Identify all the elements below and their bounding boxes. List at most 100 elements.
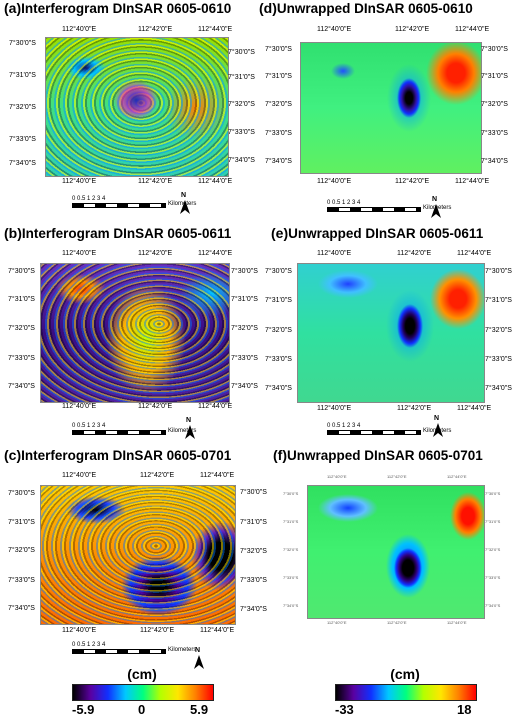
left-tick: 7°33'0"S [283,575,299,580]
scale-bar-graphic [327,430,421,435]
bottom-tick: 112°40'0"E [62,627,97,634]
right-tick: 7°30'0"S [481,46,508,53]
right-tick: 7°34'0"S [481,158,508,165]
scale-numbers: 0 0.5 1 2 3 4 [327,200,361,206]
left-tick: 7°32'0"S [283,547,299,552]
left-tick: 7°33'0"S [8,355,35,362]
left-tick: 7°34'0"S [265,158,292,165]
right-tick: 7°31'0"S [485,297,512,304]
panel-title-text: Unwrapped DInSAR 0605-0611 [288,226,484,241]
right-tick: 7°31'0"S [481,73,508,80]
right-tick: 7°33'0"S [240,577,267,584]
left-tick: 7°30'0"S [283,491,299,496]
panel-title: (f)Unwrapped DInSAR 0605-0701 [273,447,483,463]
right-tick: 7°33'0"S [231,355,258,362]
north-label: N [432,196,438,203]
interferogram-map [40,263,230,403]
left-tick: 7°33'0"S [265,356,292,363]
left-tick: 7°34'0"S [8,383,35,390]
right-tick: 7°31'0"S [485,519,501,524]
top-tick: 112°44'0"E [198,250,233,257]
north-arrow-icon [180,200,190,214]
bottom-tick: 112°40'0"E [327,620,347,625]
colorbar-gradient [72,684,214,701]
north-arrow-icon [433,423,443,437]
left-tick: 7°32'0"S [8,547,35,554]
scale-numbers: 0 0.5 1 2 3 4 [72,196,106,202]
panel-f: (f)Unwrapped DInSAR 0605-0701 112°40'0"E… [257,447,514,687]
panel-title: (e)Unwrapped DInSAR 0605-0611 [271,225,483,241]
north-arrow: N [178,192,192,214]
panel-b: (b)Interferogram DInSAR 0605-0611 112°40… [0,225,258,465]
top-tick: 112°42'0"E [387,474,407,479]
north-arrow: N [183,417,197,439]
right-tick: 7°30'0"S [485,268,512,275]
bottom-tick: 112°44'0"E [200,627,235,634]
left-tick: 7°30'0"S [9,40,36,47]
left-tick: 7°31'0"S [265,297,292,304]
right-tick: 7°30'0"S [231,268,258,275]
right-tick: 7°31'0"S [228,74,255,81]
bottom-tick: 112°42'0"E [397,405,432,412]
panel-d: (d)Unwrapped DInSAR 0605-0610 112°40'0"E… [257,0,514,240]
panel-a: (a)Interferogram DInSAR 0605-0610 112°40… [0,0,257,240]
right-tick: 7°30'0"S [240,489,267,496]
left-tick: 7°32'0"S [9,104,36,111]
left-tick: 7°31'0"S [8,296,35,303]
right-tick: 7°32'0"S [228,101,255,108]
panel-label: (c) [4,447,22,463]
north-arrow: N [429,196,443,218]
unwrapped-map [300,42,482,174]
scale-bar-graphic [72,203,166,208]
top-tick: 112°40'0"E [62,26,97,33]
right-tick: 7°32'0"S [240,548,267,555]
scale-bar: 0 0.5 1 2 3 4 Kilometers [72,423,222,437]
right-tick: 7°34'0"S [485,603,501,608]
colorbar-unit: (cm) [127,666,157,682]
top-tick: 112°44'0"E [455,26,490,33]
right-tick: 7°32'0"S [485,547,501,552]
colorbar-mid-label: 0 [138,702,146,717]
left-tick: 7°30'0"S [8,268,35,275]
bottom-tick: 112°40'0"E [62,403,97,410]
right-tick: 7°33'0"S [485,575,501,580]
left-tick: 7°32'0"S [265,101,292,108]
right-tick: 7°32'0"S [485,327,512,334]
top-tick: 112°42'0"E [397,250,432,257]
colorbar-max-label: 5.9 [190,702,209,717]
right-tick: 7°31'0"S [240,519,267,526]
north-arrow: N [192,647,206,669]
right-tick: 7°34'0"S [485,385,512,392]
top-tick: 112°44'0"E [457,250,492,257]
left-tick: 7°32'0"S [265,327,292,334]
unwrapped-map [297,263,485,403]
panel-title: (b)Interferogram DInSAR 0605-0611 [4,225,231,241]
north-label: N [434,415,440,422]
top-tick: 112°42'0"E [395,26,430,33]
colorbar-gradient [335,684,477,701]
top-tick: 112°40'0"E [327,474,347,479]
bottom-tick: 112°42'0"E [140,627,175,634]
unwrapped-map [307,485,485,619]
colorbar-min-label: -5.9 [72,702,95,717]
bottom-tick: 112°42'0"E [395,178,430,185]
panel-label: (a) [4,0,22,16]
left-tick: 7°31'0"S [8,519,35,526]
scale-bar: 0 0.5 1 2 3 4 Kilometers [72,196,222,210]
bottom-tick: 112°40'0"E [317,178,352,185]
scale-bar: 0 0.5 1 2 3 4 Kilometers [327,200,477,214]
top-tick: 112°42'0"E [138,26,173,33]
left-tick: 7°34'0"S [8,605,35,612]
top-tick: 112°42'0"E [138,250,173,257]
top-tick: 112°40'0"E [317,250,352,257]
bottom-tick: 112°44'0"E [457,405,492,412]
panel-c: (c)Interferogram DInSAR 0605-0701 112°40… [0,447,267,687]
left-tick: 7°31'0"S [265,73,292,80]
bottom-tick: 112°42'0"E [387,620,407,625]
bottom-tick: 112°42'0"E [138,403,173,410]
right-tick: 7°32'0"S [481,101,508,108]
left-tick: 7°31'0"S [283,519,299,524]
left-tick: 7°34'0"S [9,160,36,167]
north-arrow: N [431,415,445,437]
left-tick: 7°34'0"S [265,385,292,392]
